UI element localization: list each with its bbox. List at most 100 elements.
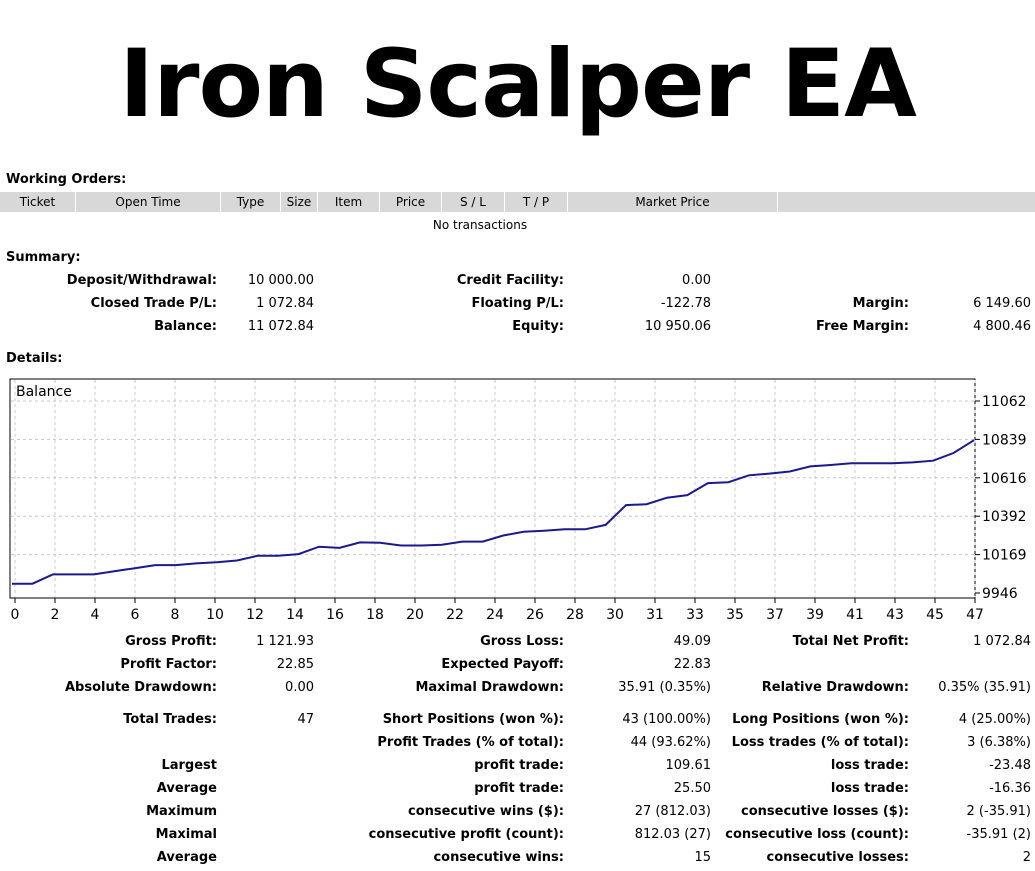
y-tick-label: 10839 (982, 432, 1027, 448)
x-tick-label: 30 (606, 607, 624, 623)
x-tick-label: 6 (131, 607, 140, 623)
stat-label: Deposit/Withdrawal: (66, 273, 217, 288)
y-tick-label: 9946 (982, 586, 1018, 602)
stat-label: Expected Payoff: (441, 657, 564, 672)
stat-value: 15 (694, 850, 711, 865)
x-tick-label: 22 (446, 607, 464, 623)
stat-label: Largest (161, 758, 217, 773)
col-size[interactable]: Size (281, 192, 318, 212)
x-tick-label: 43 (886, 607, 904, 623)
stat-label: Short Positions (won %): (382, 712, 564, 727)
stat-label: Equity: (512, 319, 564, 334)
stat-label: Profit Trades (% of total): (377, 735, 564, 750)
col-price[interactable]: Price (380, 192, 442, 212)
x-tick-label: 37 (766, 607, 784, 623)
col-item[interactable]: Item (318, 192, 380, 212)
report-title: Iron Scalper EA (119, 30, 917, 139)
stat-label: Total Trades: (123, 712, 217, 727)
stat-value: 0.35% (35.91) (938, 680, 1031, 695)
x-tick-label: 39 (806, 607, 824, 623)
y-tick-label: 10169 (982, 548, 1027, 564)
stat-label: consecutive losses ($): (741, 804, 909, 819)
col-ticket[interactable]: Ticket (0, 192, 76, 212)
stat-label: profit trade: (474, 781, 564, 796)
stat-label: consecutive wins ($): (407, 804, 564, 819)
x-tick-label: 8 (171, 607, 180, 623)
col-sl[interactable]: S / L (442, 192, 505, 212)
stat-value: 0.00 (682, 273, 711, 288)
col-market-price[interactable]: Market Price (568, 192, 778, 212)
x-tick-label: 35 (726, 607, 744, 623)
stat-label: consecutive wins: (433, 850, 564, 865)
x-tick-label: 31 (646, 607, 664, 623)
stat-value: 6 149.60 (973, 296, 1031, 311)
stat-label: consecutive profit (count): (368, 827, 564, 842)
stat-label: loss trade: (830, 781, 909, 796)
x-tick-label: 0 (11, 607, 20, 623)
no-transactions-text: No transactions (432, 218, 528, 232)
stat-value: 1 072.84 (256, 296, 314, 311)
stat-value: 25.50 (673, 781, 711, 796)
stat-label: Total Net Profit: (792, 634, 909, 649)
stat-label: Maximal (155, 827, 217, 842)
x-tick-label: 20 (406, 607, 424, 623)
stat-label: profit trade: (474, 758, 564, 773)
stat-value: 43 (100.00%) (622, 712, 711, 727)
x-axis-ticks: 0 2 4 6 8 10 12 14 16 18 20 22 24 26 28 30 31 33 35 37 39 41 4… (11, 598, 984, 623)
stat-label: Loss trades (% of total): (731, 735, 909, 750)
y-axis-ticks: 11062 10839 10616 10392 10169 9946 (975, 394, 1027, 602)
stat-value: -23.48 (989, 758, 1031, 773)
stat-label: Free Margin: (816, 319, 909, 334)
working-orders-header: Ticket Open Time Type Size Item Price S … (0, 192, 1035, 212)
x-tick-label: 47 (966, 607, 984, 623)
col-tp[interactable]: T / P (505, 192, 568, 212)
col-open-time[interactable]: Open Time (76, 192, 221, 212)
stat-value: 4 (25.00%) (958, 712, 1031, 727)
stat-label: Average (156, 850, 217, 865)
chart-title: Balance (16, 384, 72, 400)
col-type[interactable]: Type (221, 192, 281, 212)
x-tick-label: 24 (486, 607, 504, 623)
stat-value: 3 (6.38%) (967, 735, 1031, 750)
stat-value: -35.91 (2) (966, 827, 1031, 842)
col-extra[interactable] (778, 192, 1035, 212)
stat-value: 1 072.84 (973, 634, 1031, 649)
stat-value: 812.03 (27) (634, 827, 711, 842)
stat-value: -122.78 (660, 296, 711, 311)
stat-label: Floating P/L: (471, 296, 564, 311)
stat-label: loss trade: (830, 758, 909, 773)
x-tick-label: 10 (206, 607, 224, 623)
stat-value: 35.91 (0.35%) (618, 680, 711, 695)
stat-value: 2 (1022, 850, 1031, 865)
balance-chart: Balance 0 2 4 6 8 10 12 14 16 18 20 22 24 26 28 30 31 33 3… (9, 378, 1027, 623)
x-tick-label: 16 (326, 607, 344, 623)
stat-label: Gross Loss: (480, 634, 564, 649)
stat-label: Relative Drawdown: (761, 680, 909, 695)
stat-value: 10 950.06 (644, 319, 711, 334)
x-tick-label: 28 (566, 607, 584, 623)
stat-label: Average (156, 781, 217, 796)
summary-heading: Summary: (6, 250, 81, 265)
stat-label: Profit Factor: (120, 657, 217, 672)
stat-label: Closed Trade P/L: (90, 296, 217, 311)
stat-label: Absolute Drawdown: (65, 680, 217, 695)
stat-value: -16.36 (989, 781, 1031, 796)
x-tick-label: 26 (526, 607, 544, 623)
y-tick-label: 11062 (982, 394, 1027, 410)
stat-label: Long Positions (won %): (732, 712, 909, 727)
stat-value: 11 072.84 (247, 319, 314, 334)
stat-value: 10 000.00 (247, 273, 314, 288)
stat-label: Margin: (852, 296, 909, 311)
stat-value: 49.09 (673, 634, 711, 649)
stat-value: 4 800.46 (973, 319, 1031, 334)
chart-grid (11, 380, 976, 597)
stat-value: 2 (-35.91) (966, 804, 1031, 819)
stat-label: Gross Profit: (125, 634, 217, 649)
x-tick-label: 18 (366, 607, 384, 623)
stat-value: 22.85 (276, 657, 314, 672)
stat-label: consecutive loss (count): (725, 827, 909, 842)
x-tick-label: 2 (51, 607, 60, 623)
x-tick-label: 14 (286, 607, 304, 623)
stat-value: 109.61 (665, 758, 712, 773)
stat-label: Credit Facility: (456, 273, 564, 288)
